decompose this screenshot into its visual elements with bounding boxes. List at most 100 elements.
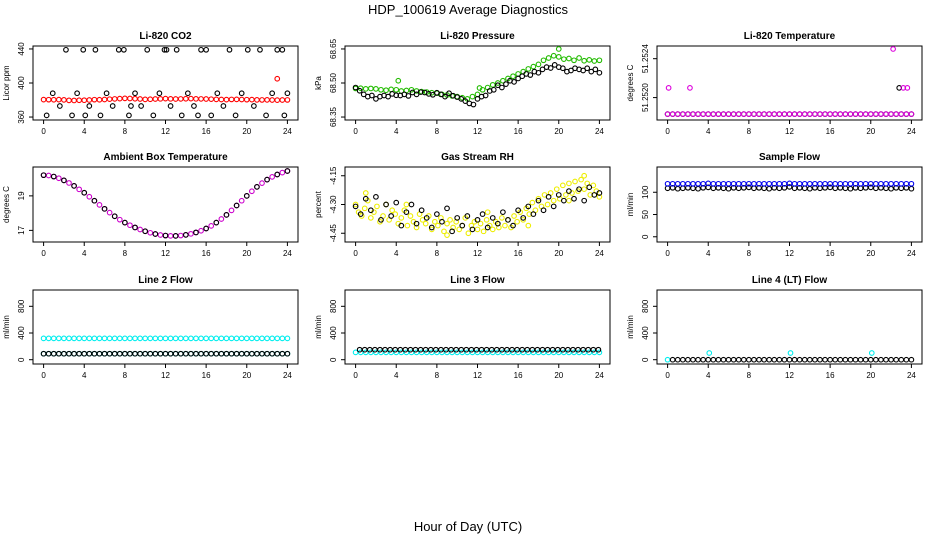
- data-point: [499, 84, 505, 91]
- data-point: [248, 96, 255, 103]
- chart-title: Line 3 Flow: [450, 275, 505, 286]
- data-point: [66, 350, 72, 357]
- data-point: [771, 111, 778, 117]
- x-tick-label: 20: [866, 249, 875, 258]
- data-point: [520, 216, 527, 223]
- data-point: [560, 56, 567, 63]
- data-point: [137, 96, 143, 102]
- data-point: [188, 335, 194, 342]
- x-tick-label: 20: [554, 127, 563, 136]
- y-axis-label: ml/min: [314, 315, 323, 339]
- data-point: [263, 112, 269, 119]
- data-point: [162, 232, 169, 239]
- data-point: [664, 356, 671, 363]
- data-point: [74, 90, 80, 97]
- data-point: [525, 222, 532, 229]
- data-point: [109, 103, 116, 109]
- data-point: [49, 90, 56, 97]
- data-point: [172, 96, 179, 102]
- data-point: [418, 207, 425, 214]
- x-tick-label: 24: [283, 127, 292, 136]
- data-point: [786, 111, 793, 117]
- data-point: [243, 350, 250, 357]
- data-point: [55, 335, 62, 342]
- data-point: [218, 350, 225, 357]
- data-point: [832, 111, 839, 117]
- y-tick-label: 400: [641, 326, 650, 340]
- chart-panel-6: Sample Flow ml/min 0 4 8 12 16 20 24 0 50 100: [626, 152, 923, 258]
- data-point: [555, 46, 562, 52]
- data-point: [356, 87, 363, 94]
- chart-title: Sample Flow: [759, 152, 820, 163]
- data-point: [115, 46, 122, 53]
- data-point: [208, 223, 215, 229]
- data-point: [269, 97, 276, 103]
- data-point: [893, 356, 900, 363]
- data-point: [127, 95, 133, 102]
- data-point: [61, 335, 67, 342]
- data-point: [167, 335, 174, 342]
- data-point: [444, 205, 450, 212]
- data-point: [50, 96, 57, 103]
- data-point: [483, 216, 490, 223]
- data-point: [69, 112, 75, 119]
- data-point: [378, 86, 384, 93]
- series-2: [356, 346, 602, 353]
- y-tick-label: 17: [17, 225, 26, 234]
- data-point: [700, 356, 707, 363]
- x-tick-label: 4: [82, 249, 87, 258]
- data-point: [867, 111, 874, 117]
- data-point: [888, 185, 894, 192]
- data-point: [893, 111, 900, 117]
- data-point: [362, 86, 369, 92]
- data-point: [66, 335, 72, 342]
- data-point: [147, 229, 154, 236]
- data-point: [591, 192, 598, 198]
- data-point: [581, 57, 588, 64]
- data-point: [576, 186, 582, 193]
- data-point: [550, 197, 557, 204]
- data-point: [142, 350, 149, 357]
- data-point: [203, 96, 209, 102]
- chart-title: Line 2 Flow: [138, 275, 193, 286]
- data-point: [669, 111, 676, 117]
- data-point: [781, 111, 788, 117]
- y-tick-label: 800: [641, 299, 650, 313]
- data-point: [715, 111, 722, 117]
- data-point: [761, 356, 767, 363]
- data-point: [529, 199, 536, 206]
- data-point: [806, 111, 813, 117]
- data-point: [786, 184, 793, 190]
- data-point: [383, 201, 389, 208]
- data-point: [226, 46, 233, 53]
- x-tick-label: 20: [242, 249, 251, 258]
- data-point: [238, 197, 245, 204]
- data-point: [883, 111, 889, 117]
- data-point: [525, 203, 532, 210]
- data-point: [81, 350, 88, 357]
- data-point: [150, 112, 157, 119]
- data-point: [751, 111, 757, 117]
- data-point: [259, 180, 265, 186]
- data-point: [238, 96, 245, 103]
- y-tick-label: 68.35: [329, 106, 338, 127]
- x-tick-label: 16: [202, 249, 211, 258]
- data-point: [132, 224, 138, 231]
- series-1: [40, 168, 291, 239]
- data-point: [367, 85, 374, 92]
- data-point: [198, 350, 204, 357]
- x-tick-label: 20: [242, 371, 251, 380]
- data-point: [152, 335, 159, 342]
- x-tick-label: 4: [394, 371, 399, 380]
- data-point: [152, 96, 159, 102]
- data-point: [385, 93, 391, 100]
- y-axis-label: kPa: [314, 76, 323, 90]
- data-point: [284, 97, 291, 103]
- data-point: [177, 335, 184, 342]
- data-point: [878, 111, 884, 117]
- data-point: [776, 356, 783, 363]
- data-point: [413, 224, 420, 231]
- data-point: [264, 350, 270, 357]
- data-point: [786, 356, 793, 363]
- series-2: [664, 180, 915, 187]
